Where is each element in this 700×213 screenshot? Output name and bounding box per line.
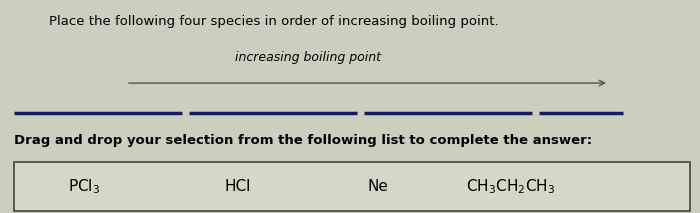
- Text: HCl: HCl: [225, 179, 251, 194]
- Text: Place the following four species in order of increasing boiling point.: Place the following four species in orde…: [49, 15, 498, 28]
- Text: Drag and drop your selection from the following list to complete the answer:: Drag and drop your selection from the fo…: [14, 134, 592, 147]
- Bar: [14, 162, 690, 211]
- Text: Ne: Ne: [368, 179, 388, 194]
- Text: CH$_3$CH$_2$CH$_3$: CH$_3$CH$_2$CH$_3$: [466, 177, 556, 196]
- Text: PCl$_3$: PCl$_3$: [68, 177, 100, 196]
- Text: increasing boiling point: increasing boiling point: [235, 51, 381, 64]
